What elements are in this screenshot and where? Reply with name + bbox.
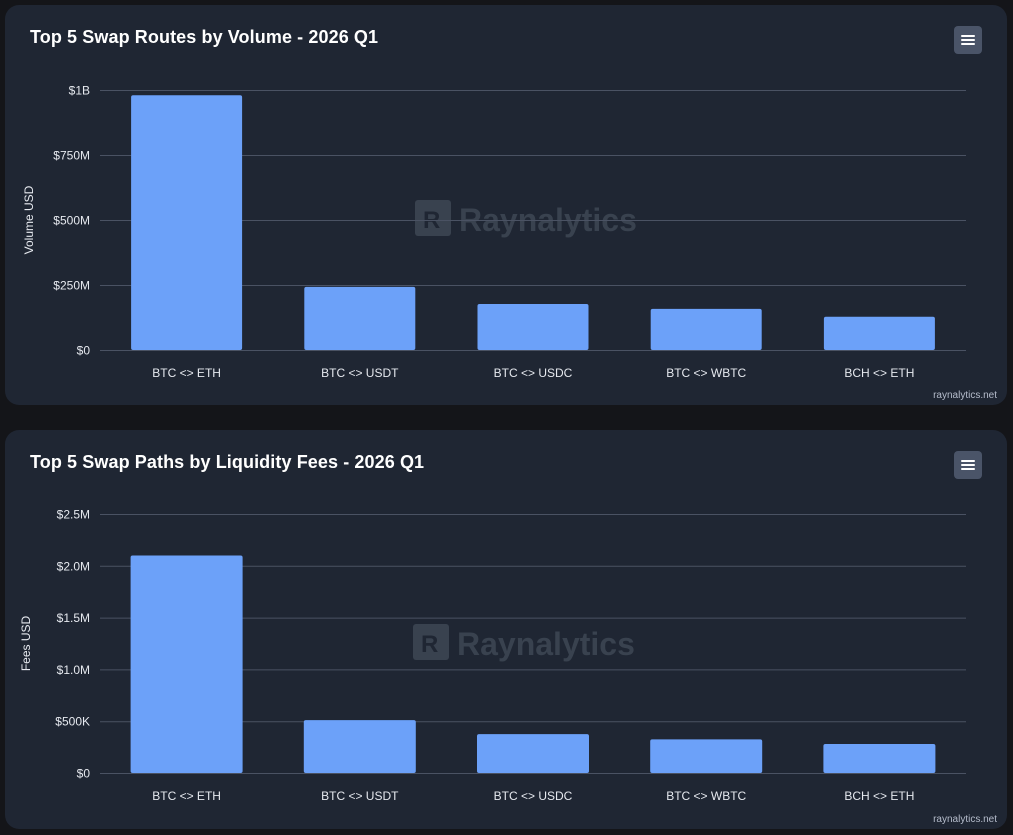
x-tick-label: BTC <> USDT — [321, 366, 399, 380]
y-tick-label: $250M — [53, 279, 90, 293]
y-tick-label: $1B — [69, 84, 90, 98]
hamburger-icon — [961, 460, 975, 462]
x-tick-label: BCH <> ETH — [844, 366, 914, 380]
chart-menu-button[interactable] — [954, 26, 982, 54]
watermark-text: Raynalytics — [457, 626, 635, 662]
chart-credit[interactable]: raynalytics.net — [933, 814, 997, 825]
bar — [823, 316, 935, 350]
watermark-logo-icon — [415, 200, 451, 236]
x-tick-label: BTC <> USDT — [321, 789, 399, 803]
watermark-logo-icon — [413, 624, 449, 660]
chart-menu-button[interactable] — [954, 451, 982, 479]
chart-credit[interactable]: raynalytics.net — [933, 390, 997, 401]
y-axis-label: Volume USD — [22, 185, 36, 254]
x-tick-label: BTC <> ETH — [152, 366, 221, 380]
bar — [477, 303, 589, 350]
bar — [303, 720, 416, 773]
bar — [650, 739, 763, 773]
x-tick-label: BCH <> ETH — [844, 789, 914, 803]
y-axis-label: Fees USD — [19, 615, 33, 671]
hamburger-icon — [961, 35, 975, 37]
y-tick-label: $1.5M — [57, 611, 90, 625]
volume-bar-chart: R Raynalytics $0 $250M $500M $750M $1B Volume U… — [22, 84, 966, 380]
bar — [131, 95, 243, 350]
y-tick-label: $0 — [77, 767, 91, 781]
chart-title: Top 5 Swap Routes by Volume - 2026 Q1 — [30, 27, 379, 47]
bar — [130, 555, 243, 773]
chart-title: Top 5 Swap Paths by Liquidity Fees - 202… — [30, 452, 425, 472]
y-tick-label: $500M — [53, 214, 90, 228]
y-tick-label: $750M — [53, 149, 90, 163]
y-tick-label: $500K — [55, 715, 90, 729]
y-tick-label: $1.0M — [57, 663, 90, 677]
bar — [304, 286, 416, 350]
watermark-logo-letter: R — [421, 631, 438, 658]
fees-bar-chart: R Raynalytics $0 $500K $1.0M $1.5M $2.0M $2.5M F… — [19, 508, 966, 803]
x-tick-label: BTC <> WBTC — [666, 366, 746, 380]
y-tick-label: $2.5M — [57, 508, 90, 522]
x-tick-label: BTC <> ETH — [152, 789, 221, 803]
bar — [477, 734, 589, 773]
x-tick-label: BTC <> USDC — [494, 366, 573, 380]
y-tick-label: $2.0M — [57, 559, 90, 573]
bar — [823, 743, 936, 773]
watermark: R Raynalytics — [413, 624, 635, 662]
x-tick-label: BTC <> USDC — [494, 789, 573, 803]
watermark: R Raynalytics — [415, 200, 637, 238]
fees-chart-card: Top 5 Swap Paths by Liquidity Fees - 202… — [5, 430, 1007, 829]
y-tick-label: $0 — [77, 344, 91, 358]
x-tick-label: BTC <> WBTC — [666, 789, 746, 803]
bar — [650, 308, 762, 350]
